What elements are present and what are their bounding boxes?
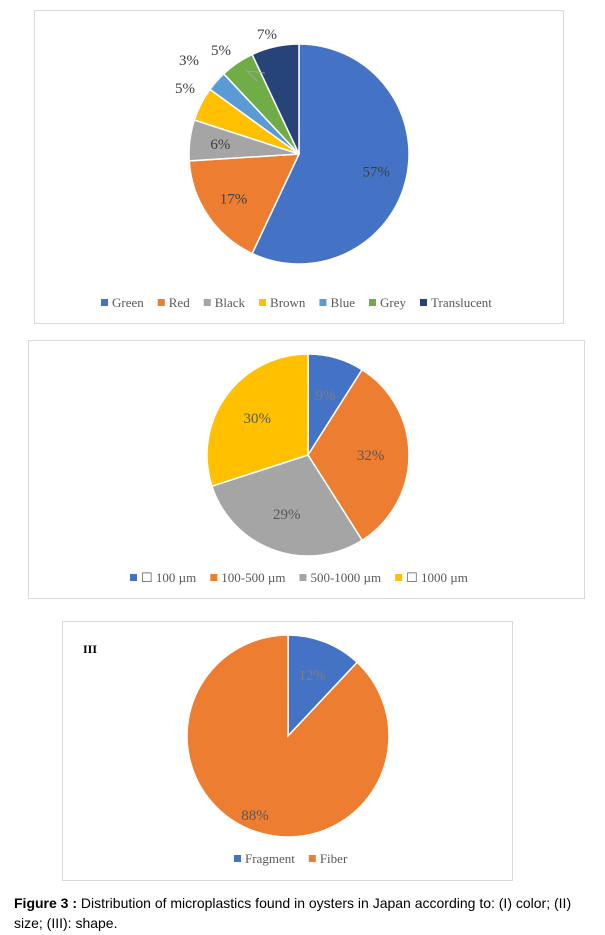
pie-chart-color-panel: 57% 17% 6% 5% 3% 5% 7% Green Red Black Brown Blue Gr…: [34, 10, 564, 324]
chart-legend: ☐ 100 µm 100-500 µm 500-1000 µm ☐ 1000 µm: [130, 570, 468, 585]
legend-swatch: [395, 574, 403, 581]
pie-chart-shape: 12% 88% Fragment Fiber: [186, 634, 390, 866]
pie-slice-1000-m: [206, 353, 309, 488]
legend-swatch: [319, 299, 327, 306]
pie-data-label: 30%: [244, 411, 271, 427]
legend-entry: Fiber: [320, 851, 348, 866]
pie-data-label: 7%: [257, 27, 277, 43]
caption-text: Distribution of microplastics found in o…: [14, 895, 572, 931]
legend-entry: Grey: [380, 295, 406, 310]
legend-swatch: [203, 299, 211, 306]
panel-label: III: [83, 642, 98, 656]
pie-data-label: 88%: [241, 808, 269, 824]
pie-chart-color: 57%17%6%5%3%5%7%Green Red Black Brown Blue Gr…: [101, 27, 492, 310]
pie-slice-fragment: [287, 634, 359, 738]
legend-entry: 100-500 µm: [221, 570, 285, 585]
pie-data-label: 57%: [363, 164, 391, 180]
legend-swatch: [299, 574, 307, 581]
legend-swatch: [101, 299, 108, 306]
legend-swatch: [157, 299, 165, 306]
pie-data-label: 29%: [273, 507, 301, 523]
pie-data-label: 32%: [357, 448, 385, 464]
caption-label: Figure 3 :: [14, 895, 78, 911]
pie-data-label: 5%: [211, 43, 231, 59]
legend-swatch: [369, 299, 376, 306]
legend-swatch: [130, 574, 137, 581]
pie-slice-red: [188, 153, 301, 255]
pie-slice-translucent: [251, 43, 300, 155]
legend-entry: ☐ 100 µm: [141, 570, 196, 585]
legend-swatch: [234, 855, 241, 862]
pie-data-label: 17%: [220, 192, 248, 208]
legend-entry: Fragment: [245, 851, 295, 866]
legend-swatch: [210, 574, 218, 581]
leader-line: [246, 70, 266, 74]
pie-slice-500-1000-m: [210, 454, 364, 557]
legend-entry: Red: [169, 295, 190, 310]
pie-data-label: 6%: [210, 137, 230, 153]
pie-chart-size: 9% 32% 29% 30% ☐ 100 µm 100-500 µm 500-1000 µm…: [130, 353, 468, 585]
legend-entry: Green: [112, 295, 144, 310]
chart-legend: Fragment Fiber: [234, 851, 348, 866]
legend-entry: Blue: [330, 295, 355, 310]
legend-entry: Black: [215, 295, 246, 310]
pie-data-label: 3%: [179, 53, 199, 69]
legend-swatch: [259, 299, 267, 306]
pie-chart-size-panel: 9% 32% 29% 30% ☐ 100 µm 100-500 µm 500-1000 µm…: [28, 340, 585, 599]
chart-legend: Green Red Black Brown Blue Grey Translucent: [101, 295, 492, 310]
pie-slice-green: [251, 43, 410, 265]
legend-entry: ☐ 1000 µm: [406, 570, 468, 585]
legend-entry: Brown: [270, 295, 306, 310]
legend-entry: Translucent: [431, 295, 492, 310]
pie-data-label: 5%: [175, 81, 195, 97]
pie-chart-shape-panel: III 12% 88% Fragment Fiber: [62, 621, 513, 881]
pie-slice-100-500-m: [307, 368, 410, 542]
legend-entry: 500-1000 µm: [310, 570, 381, 585]
legend-swatch: [308, 855, 316, 862]
legend-swatch: [420, 299, 427, 306]
pie-slice-fiber: [186, 634, 390, 838]
pie-data-label: 12%: [298, 668, 326, 684]
figure-caption: Figure 3 : Distribution of microplastics…: [14, 893, 599, 933]
pie-data-label: 9%: [316, 388, 336, 404]
